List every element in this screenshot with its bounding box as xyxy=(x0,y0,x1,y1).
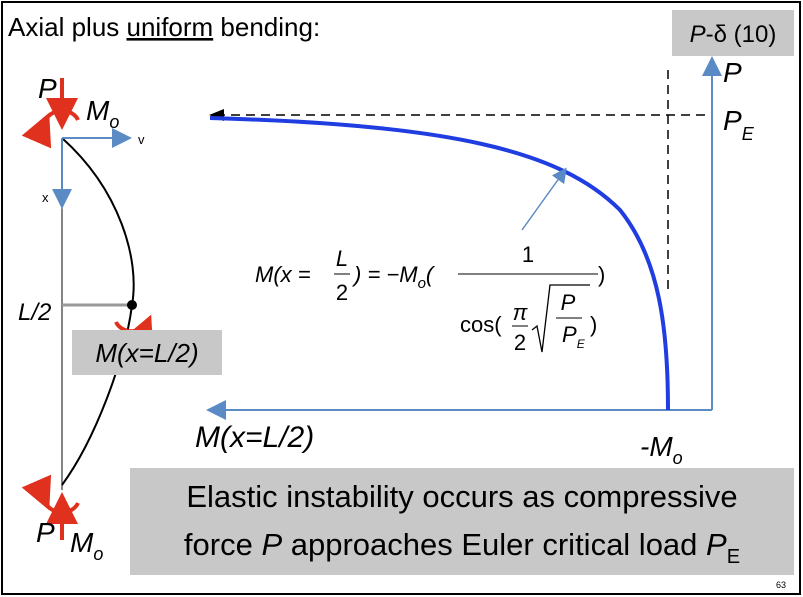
x-label: x xyxy=(42,190,49,205)
formula-p: P xyxy=(561,290,576,315)
curve xyxy=(209,116,670,411)
formula: M(x = L 2 ) = −Mo( 1 ) cos( π 2 P PE ) xyxy=(255,242,605,355)
formula-cos-close: ) xyxy=(590,312,597,337)
note-box xyxy=(130,468,794,575)
formula-pi-den: 2 xyxy=(514,330,526,355)
tag-box xyxy=(672,10,794,56)
plot xyxy=(206,56,722,420)
formula-pi: π xyxy=(513,300,529,325)
euler-label: PE xyxy=(723,105,755,144)
bottom-load: P xyxy=(36,517,55,548)
bottom-moment: Mo xyxy=(70,527,103,564)
mid-box xyxy=(72,330,222,375)
note-line1: Elastic instability occurs as compressiv… xyxy=(186,479,737,514)
top-load: P xyxy=(38,73,57,104)
formula-lhs: M(x = xyxy=(255,262,311,287)
formula-pe: PE xyxy=(562,322,586,351)
limit-label: -Mo xyxy=(640,431,683,468)
title: Axial plus uniform bending: xyxy=(8,12,320,42)
formula-num: 1 xyxy=(522,242,534,267)
formula-2: 2 xyxy=(336,280,348,305)
midpoint-label: L/2 xyxy=(18,299,51,326)
formula-close: ) xyxy=(598,262,605,287)
v-label: v xyxy=(138,132,145,147)
tag: P-δ (10) xyxy=(690,21,777,48)
formula-cos: cos( xyxy=(460,312,502,337)
x-axis-label: M(x=L/2) xyxy=(195,421,314,454)
page-number: 63 xyxy=(776,580,786,590)
top-moment: Mo xyxy=(86,95,119,132)
y-axis-label: P xyxy=(723,57,742,88)
formula-l: L xyxy=(336,246,348,271)
mid-moment: M(x=L/2) xyxy=(95,338,198,368)
note-line2: force P approaches Euler critical load P… xyxy=(184,527,740,568)
formula-mid: ) = −Mo( xyxy=(351,262,436,292)
